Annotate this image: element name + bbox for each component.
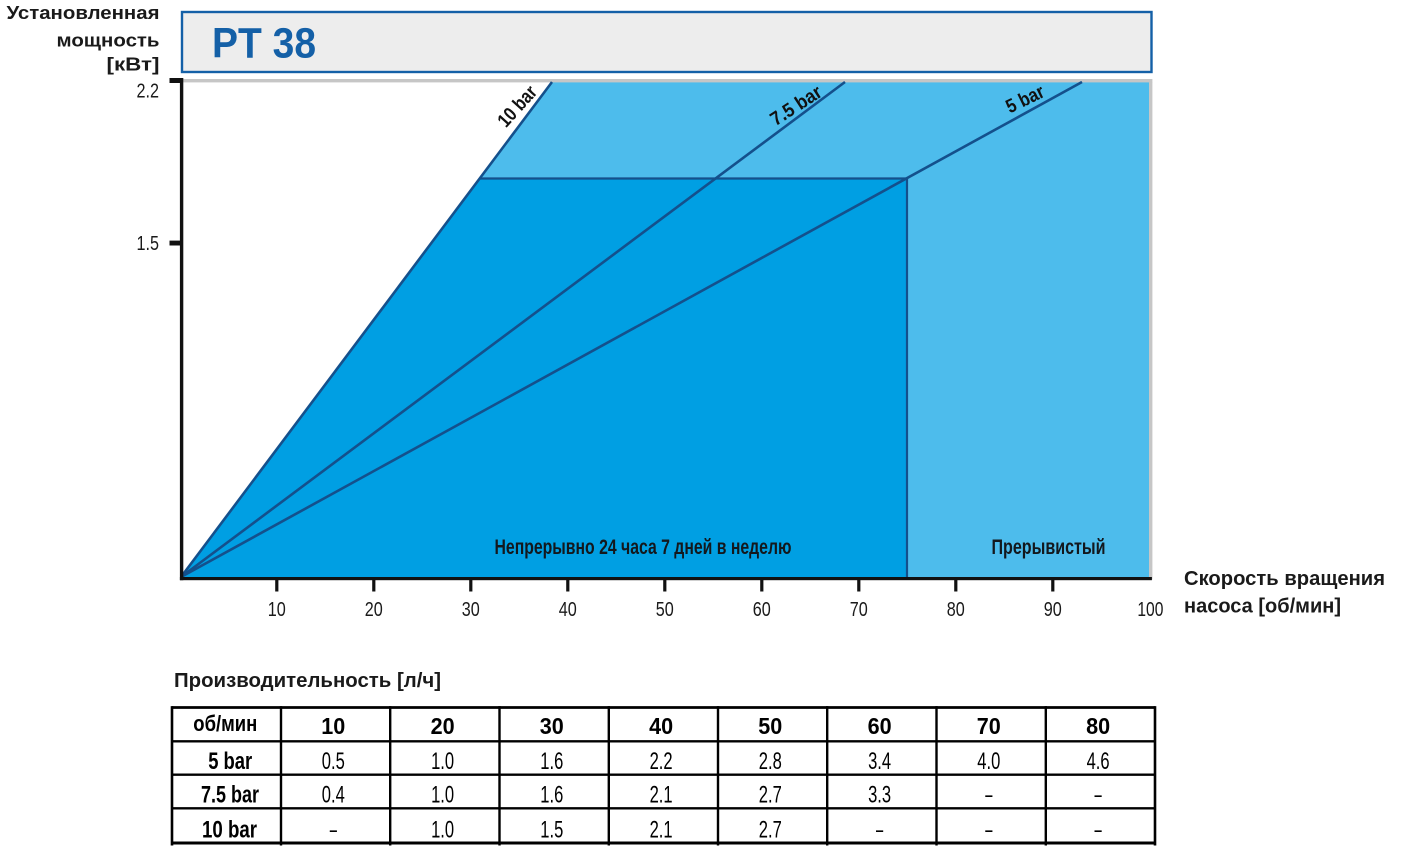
svg-text:2.8: 2.8 [759,748,782,775]
svg-text:Установленная: Установленная [7,2,160,23]
svg-text:об/мин: об/мин [193,711,257,736]
svg-text:20: 20 [431,713,455,739]
svg-text:–: – [1095,816,1102,843]
svg-text:80: 80 [1086,713,1110,739]
svg-text:1.6: 1.6 [540,782,563,809]
svg-text:20: 20 [365,598,383,621]
svg-text:70: 70 [977,713,1001,739]
svg-text:1.0: 1.0 [431,782,454,809]
svg-text:1.6: 1.6 [540,748,563,775]
svg-text:90: 90 [1044,598,1062,621]
svg-text:3.3: 3.3 [868,782,891,809]
svg-text:40: 40 [649,713,673,739]
svg-text:–: – [985,782,992,809]
svg-text:0.4: 0.4 [322,782,345,809]
svg-text:80: 80 [947,598,965,621]
svg-text:4.0: 4.0 [977,748,1000,775]
svg-text:10: 10 [268,598,286,621]
svg-text:–: – [985,816,992,843]
svg-text:Скорость вращения: Скорость вращения [1184,568,1385,590]
svg-text:5 bar: 5 bar [208,748,252,775]
svg-text:10 bar: 10 bar [202,816,257,843]
svg-text:Прерывистый: Прерывистый [992,536,1106,559]
svg-text:60: 60 [753,598,771,621]
svg-text:2.7: 2.7 [759,816,782,843]
svg-text:мощность: мощность [57,30,160,51]
svg-text:1.0: 1.0 [431,816,454,843]
svg-text:60: 60 [868,713,892,739]
svg-text:0.5: 0.5 [322,748,345,775]
svg-text:4.6: 4.6 [1087,748,1110,775]
svg-text:–: – [330,816,337,843]
svg-text:100: 100 [1137,598,1163,621]
svg-text:3.4: 3.4 [868,748,891,775]
svg-text:70: 70 [850,598,868,621]
svg-text:2.2: 2.2 [137,81,160,103]
svg-text:1.0: 1.0 [431,748,454,775]
svg-text:2.1: 2.1 [650,782,673,809]
svg-text:2.2: 2.2 [650,748,673,775]
svg-text:1.5: 1.5 [540,816,563,843]
svg-text:2.7: 2.7 [759,782,782,809]
svg-text:PT 38: PT 38 [212,21,316,68]
svg-text:50: 50 [758,713,782,739]
svg-text:[кВт]: [кВт] [107,54,160,75]
svg-text:–: – [876,816,883,843]
svg-text:1.5: 1.5 [137,233,160,255]
svg-text:10: 10 [321,713,345,739]
svg-text:Производительность [л/ч]: Производительность [л/ч] [174,669,441,692]
svg-text:7.5 bar: 7.5 bar [201,782,259,809]
svg-text:50: 50 [656,598,674,621]
svg-text:40: 40 [559,598,577,621]
svg-text:насоса [об/мин]: насоса [об/мин] [1184,596,1341,618]
svg-text:2.1: 2.1 [650,816,673,843]
svg-text:Непрерывно 24 часа 7 дней в не: Непрерывно 24 часа 7 дней в неделю [495,536,792,559]
svg-text:30: 30 [540,713,564,739]
svg-text:–: – [1095,782,1102,809]
svg-text:30: 30 [462,598,480,621]
